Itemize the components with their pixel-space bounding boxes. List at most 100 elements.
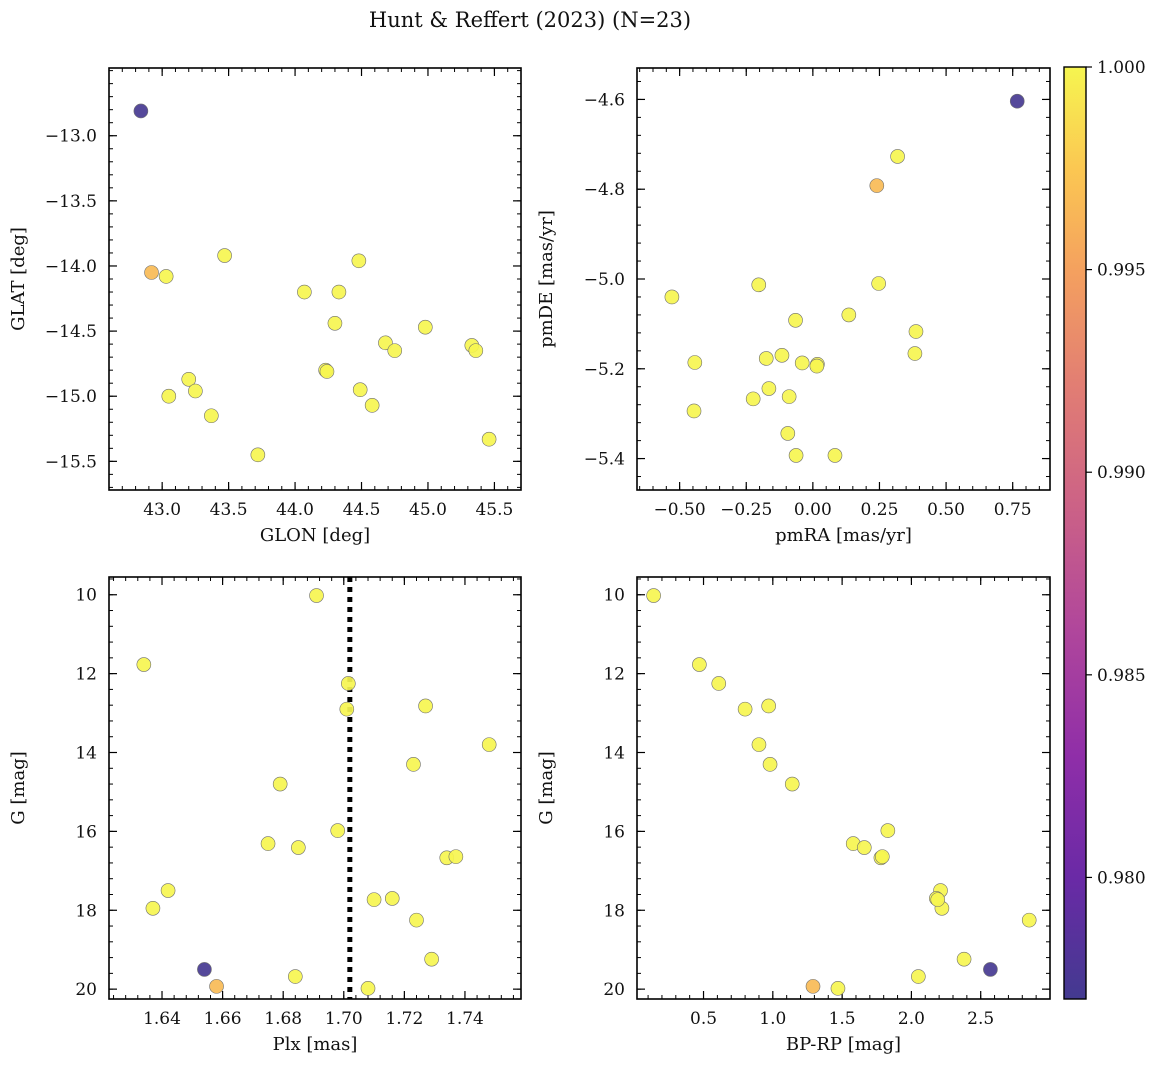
data-point (692, 657, 707, 672)
data-point (181, 371, 197, 387)
data-point (481, 737, 497, 752)
data-point (1009, 93, 1025, 109)
data-point (260, 836, 276, 851)
data-point (366, 892, 382, 907)
data-point (341, 676, 356, 691)
data-point (774, 348, 790, 363)
x-tick-label: 45.5 (475, 500, 513, 520)
x-tick-label: 43.0 (143, 500, 181, 520)
data-point (136, 657, 152, 672)
x-tick-label: 1.5 (829, 1009, 856, 1029)
data-point (908, 324, 924, 339)
colorbar-tick-label: 0.995 (1097, 261, 1146, 281)
axes-frame (636, 576, 1051, 1000)
data-point (204, 408, 219, 424)
data-point (468, 343, 484, 358)
data-point (687, 355, 703, 370)
data-point (907, 346, 923, 361)
data-point (788, 313, 803, 328)
data-point (686, 403, 702, 419)
y-tick-label: −5.0 (584, 270, 625, 290)
x-tick-label: 2.0 (898, 1009, 925, 1029)
x-tick-label: 1.0 (759, 1009, 786, 1029)
panel-pm: −0.50 −0.25 0.00 0.25 0.50 0.75 −4.6 −4.8 −5.0 −5… (536, 67, 1051, 546)
data-point (145, 900, 161, 916)
y-tick-label: 18 (603, 901, 625, 921)
data-point (1021, 912, 1037, 928)
data-point (880, 823, 896, 838)
axes-frame (108, 67, 522, 491)
x-tick-label: 45.0 (409, 500, 447, 520)
x-tick-label: 1.72 (385, 1009, 423, 1029)
data-point (788, 448, 804, 463)
data-point (160, 883, 176, 898)
data-point (664, 289, 680, 305)
data-point (956, 951, 972, 967)
y-tick-label: 20 (75, 980, 97, 1000)
data-point (197, 962, 212, 977)
y-tick-label: 14 (603, 744, 625, 764)
data-point (327, 315, 343, 331)
data-point (297, 284, 312, 300)
data-point (424, 951, 439, 967)
data-point (217, 248, 232, 263)
figure-title: Hunt & Reffert (2023) (N=23) (369, 8, 691, 32)
data-point (319, 364, 335, 379)
y-tick-label: 12 (603, 665, 625, 685)
panel-sky: 43.0 43.5 44.0 44.5 45.0 45.5 −13.0 −13.5 −14.0 −… (8, 67, 522, 546)
x-tick-label: 0.50 (927, 500, 965, 520)
data-point (351, 253, 367, 269)
y-tick-label: −4.8 (584, 180, 625, 200)
x-tick-label: 0.25 (861, 500, 899, 520)
data-point (758, 351, 774, 366)
y-axis-label: pmDE [mas/yr] (536, 210, 557, 348)
axes-frame (636, 67, 1051, 491)
data-point (745, 391, 761, 407)
data-point (330, 823, 346, 838)
data-point (875, 849, 890, 864)
x-tick-label: 2.5 (967, 1009, 994, 1029)
y-tick-label: −14.0 (45, 257, 97, 277)
y-tick-label: 18 (75, 901, 97, 921)
y-tick-label: 10 (603, 586, 625, 606)
data-point (250, 447, 266, 463)
data-point (158, 269, 174, 284)
data-point (809, 358, 825, 374)
x-tick-label: 0.75 (994, 500, 1032, 520)
data-point (309, 588, 324, 603)
x-axis-label: pmRA [mas/yr] (775, 525, 912, 546)
data-point (751, 737, 767, 752)
data-point (827, 448, 843, 463)
data-point (784, 776, 800, 792)
data-point (272, 776, 288, 792)
data-point (780, 426, 796, 441)
data-point (331, 284, 347, 300)
y-tick-label: 16 (75, 822, 97, 842)
y-tick-label: 20 (603, 980, 625, 1000)
data-point (364, 398, 380, 413)
y-tick-label: 16 (603, 822, 625, 842)
data-point (288, 969, 303, 984)
data-point (762, 757, 778, 772)
x-tick-label: 1.66 (204, 1009, 242, 1029)
data-point (737, 701, 753, 717)
data-point (646, 588, 661, 603)
data-point (418, 319, 433, 335)
colorbar: 0.980 0.985 0.990 0.995 1.000 (1063, 58, 1146, 1000)
data-point (871, 276, 886, 291)
y-tick-label: 14 (75, 744, 97, 764)
x-tick-label: −0.50 (654, 500, 706, 520)
x-tick-label: 1.68 (264, 1009, 302, 1029)
data-point (751, 277, 767, 293)
x-tick-label: 1.70 (325, 1009, 363, 1029)
y-axis-label: G [mag] (8, 751, 29, 824)
data-point (983, 962, 998, 977)
x-tick-label: 0.00 (794, 500, 832, 520)
x-tick-label: 43.5 (210, 500, 248, 520)
data-point (161, 388, 177, 404)
data-point (841, 307, 857, 323)
y-tick-label: −5.4 (584, 450, 625, 470)
y-tick-label: −4.6 (584, 90, 625, 110)
data-point (406, 757, 421, 772)
